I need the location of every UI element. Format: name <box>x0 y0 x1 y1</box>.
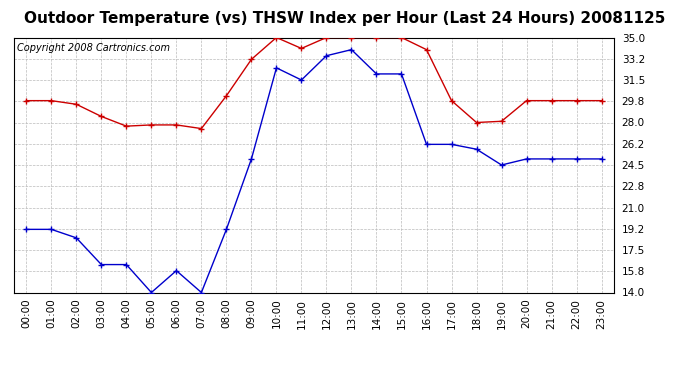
Text: Outdoor Temperature (vs) THSW Index per Hour (Last 24 Hours) 20081125: Outdoor Temperature (vs) THSW Index per … <box>24 11 666 26</box>
Text: Copyright 2008 Cartronics.com: Copyright 2008 Cartronics.com <box>17 43 170 52</box>
